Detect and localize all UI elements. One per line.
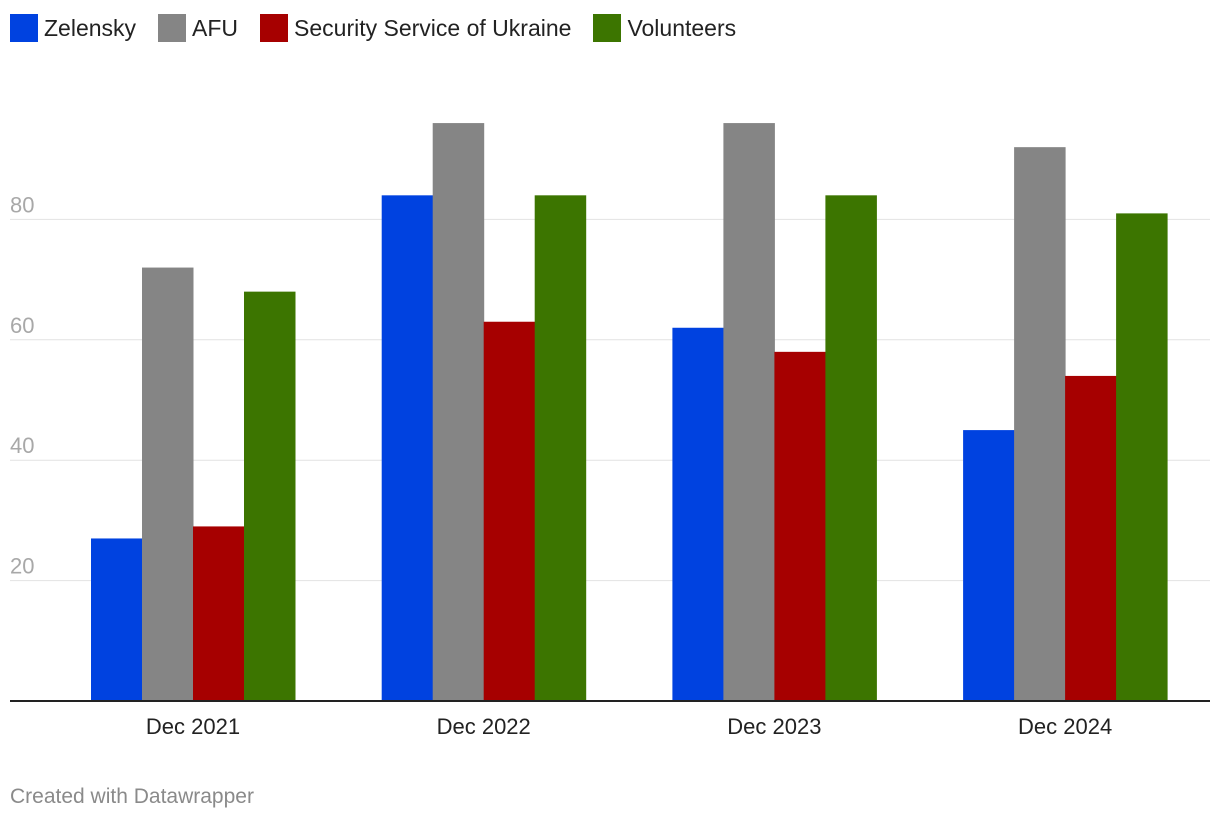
legend-item-zelensky: Zelensky	[10, 14, 136, 42]
bar-afu-dec-2024	[1014, 147, 1066, 701]
legend-swatch-afu	[158, 14, 187, 42]
legend-item-afu: AFU	[158, 14, 238, 42]
bar-afu-dec-2022	[432, 123, 485, 701]
legend-label-zelensky: Zelensky	[44, 14, 137, 41]
x-tick-label-dec-2023: Dec 2023	[727, 714, 821, 739]
chart-legend: Zelensky AFU Security Service of Ukraine…	[10, 12, 758, 44]
credit-text: Created with Datawrapper	[10, 785, 254, 808]
legend-item-volunteers: Volunteers	[593, 14, 736, 42]
legend-swatch-zelensky	[10, 14, 38, 42]
legend-swatch-volunteers	[593, 14, 622, 42]
bar-volunteers-dec-2022	[534, 195, 587, 701]
x-tick-label-dec-2024: Dec 2024	[1018, 714, 1112, 739]
bar-volunteers-dec-2023	[825, 195, 877, 701]
legend-label-security-service: Security Service of Ukraine	[294, 14, 572, 41]
y-tick-label-60: 60	[10, 313, 34, 338]
bar-zelensky-dec-2022	[381, 195, 434, 701]
bar-zelensky-dec-2021	[91, 538, 143, 701]
bar-volunteers-dec-2024	[1116, 213, 1168, 701]
bar-security-service-of-ukraine-dec-2021	[193, 526, 245, 701]
legend-label-afu: AFU	[192, 14, 239, 41]
bar-volunteers-dec-2021	[244, 291, 296, 701]
y-tick-label-80: 80	[10, 192, 34, 217]
bar-afu-dec-2021	[142, 267, 194, 701]
x-tick-label-dec-2022: Dec 2022	[437, 714, 531, 739]
x-tick-label-dec-2021: Dec 2021	[146, 714, 240, 739]
bar-security-service-of-ukraine-dec-2023	[774, 351, 826, 701]
bar-zelensky-dec-2023	[672, 327, 724, 701]
y-tick-label-20: 20	[10, 554, 34, 579]
y-tick-label-40: 40	[10, 433, 34, 458]
bar-zelensky-dec-2024	[963, 430, 1015, 701]
legend-swatch-security-service	[260, 14, 289, 42]
legend-item-security-service: Security Service of Ukraine	[260, 14, 571, 42]
bar-security-service-of-ukraine-dec-2022	[483, 321, 536, 701]
bar-security-service-of-ukraine-dec-2024	[1065, 375, 1117, 701]
bar-afu-dec-2023	[723, 123, 775, 701]
legend-label-volunteers: Volunteers	[627, 14, 737, 41]
